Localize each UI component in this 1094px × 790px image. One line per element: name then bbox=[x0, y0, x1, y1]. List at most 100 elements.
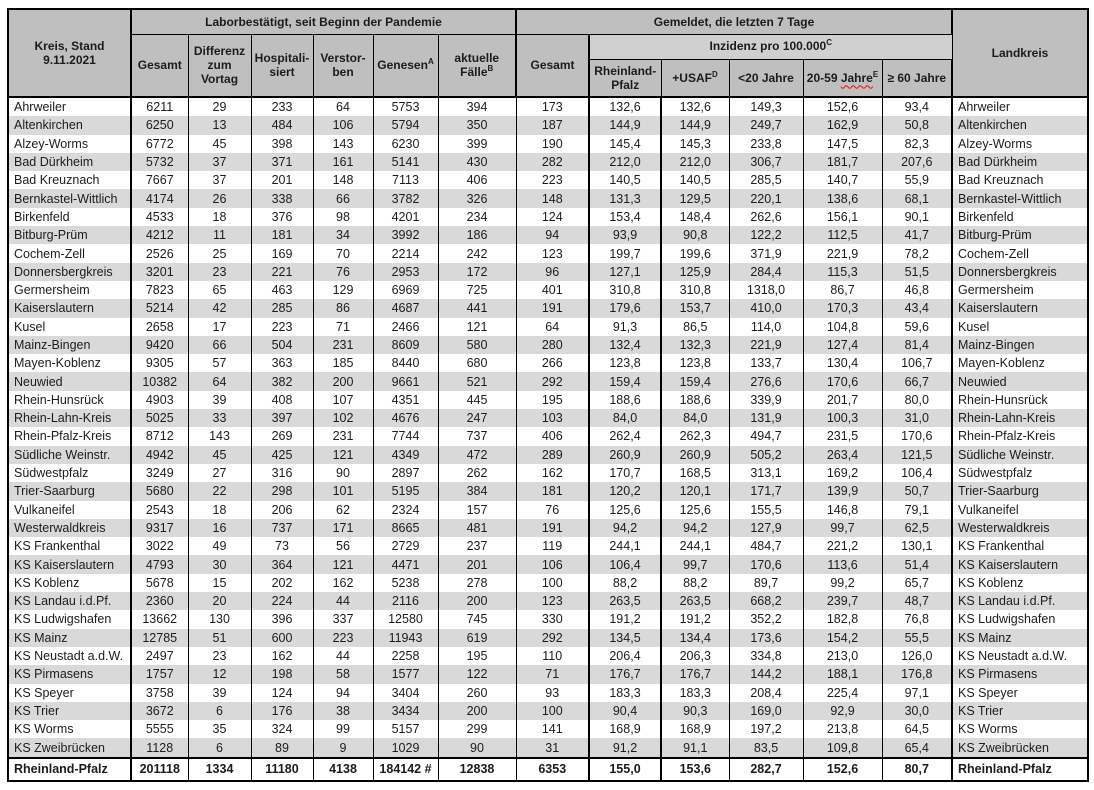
value-cell: 99,7 bbox=[802, 518, 883, 538]
value-cell: 94,2 bbox=[588, 518, 662, 538]
value-cell: 155,0 bbox=[588, 757, 662, 781]
value-cell: 107 bbox=[312, 390, 374, 410]
value-cell: 76,8 bbox=[881, 610, 953, 629]
landkreis-cell: KS Pirmasens bbox=[951, 665, 1089, 684]
value-cell: 4471 bbox=[372, 555, 439, 574]
value-cell: 129 bbox=[312, 280, 374, 300]
value-cell: 90 bbox=[312, 463, 374, 483]
value-cell: 84,0 bbox=[660, 409, 730, 428]
value-cell: 139,9 bbox=[802, 482, 883, 501]
landkreis-cell: KS Mainz bbox=[951, 628, 1089, 647]
value-cell: 5195 bbox=[372, 482, 439, 501]
value-cell: 5794 bbox=[372, 116, 439, 135]
value-cell: 44 bbox=[312, 592, 374, 611]
value-cell: 8440 bbox=[372, 354, 439, 373]
value-cell: 176,7 bbox=[588, 665, 662, 684]
kreis-cell: KS Trier bbox=[7, 701, 132, 721]
value-cell: 159,4 bbox=[588, 372, 662, 391]
kreis-stand-line2: 9.11.2021 bbox=[43, 53, 96, 67]
value-cell: 394 bbox=[437, 97, 517, 117]
value-cell: 11180 bbox=[250, 757, 314, 781]
value-cell: 445 bbox=[437, 390, 517, 410]
value-cell: 94 bbox=[312, 683, 374, 702]
value-cell: 260,9 bbox=[660, 445, 730, 464]
value-cell: 725 bbox=[437, 280, 517, 300]
value-cell: 179,6 bbox=[588, 299, 662, 318]
landkreis-cell: Westerwaldkreis bbox=[951, 518, 1089, 538]
col-header-gesamt-7days: Gesamt bbox=[515, 33, 590, 98]
value-cell: 131,3 bbox=[588, 189, 662, 208]
value-cell: 186 bbox=[437, 226, 517, 245]
value-cell: 233 bbox=[250, 97, 314, 117]
value-cell: 101 bbox=[312, 482, 374, 501]
value-cell: 8665 bbox=[372, 518, 439, 538]
value-cell: 91,2 bbox=[588, 738, 662, 758]
value-cell: 99,2 bbox=[802, 573, 883, 593]
value-cell: 292 bbox=[515, 628, 590, 647]
value-cell: 410,0 bbox=[728, 299, 804, 318]
value-cell: 263,4 bbox=[802, 445, 883, 464]
value-cell: 269 bbox=[250, 427, 314, 446]
value-cell: 406 bbox=[515, 427, 590, 446]
table-row: KS Kaiserslautern 4793 30 364 121 4471 201 106 1… bbox=[7, 555, 1089, 574]
landkreis-cell: Ahrweiler bbox=[951, 97, 1089, 117]
value-cell: 140,5 bbox=[588, 171, 662, 190]
value-cell: 201 bbox=[250, 171, 314, 190]
kreis-cell: Donnersbergkreis bbox=[7, 262, 132, 281]
value-cell: 35 bbox=[187, 720, 252, 739]
value-cell: 169 bbox=[250, 244, 314, 263]
value-cell: 127,4 bbox=[802, 335, 883, 355]
value-cell: 120,2 bbox=[588, 482, 662, 501]
kreis-cell: KS Landau i.d.Pf. bbox=[7, 592, 132, 611]
col-header-verstorben: Verstor-ben bbox=[312, 33, 374, 98]
table-row: KS Ludwigshafen 13662 130 396 337 12580 745 330… bbox=[7, 610, 1089, 629]
value-cell: 234 bbox=[437, 207, 517, 227]
kreis-cell: KS Zweibrücken bbox=[7, 738, 132, 758]
value-cell: 199,7 bbox=[588, 244, 662, 263]
footnote-mark-a: A bbox=[427, 57, 434, 67]
value-cell: 173 bbox=[515, 97, 590, 117]
value-cell: 187 bbox=[515, 116, 590, 135]
value-cell: 64 bbox=[312, 97, 374, 117]
value-cell: 121 bbox=[437, 317, 517, 336]
value-cell: 13662 bbox=[130, 610, 189, 629]
value-cell: 260,9 bbox=[588, 445, 662, 464]
value-cell: 22 bbox=[187, 482, 252, 501]
value-cell: 282,7 bbox=[728, 757, 804, 781]
value-cell: 4174 bbox=[130, 189, 189, 208]
table-row: Rhein-Lahn-Kreis 5025 33 397 102 4676 247 103 84… bbox=[7, 409, 1089, 428]
value-cell: 384 bbox=[437, 482, 517, 501]
incidence-group-header: Inzidenz pro 100.000C bbox=[588, 33, 953, 60]
value-cell: 191,2 bbox=[588, 610, 662, 629]
value-cell: 5238 bbox=[372, 573, 439, 593]
value-cell: 181 bbox=[515, 482, 590, 501]
kreis-cell: Mainz-Bingen bbox=[7, 335, 132, 355]
value-cell: 169,0 bbox=[728, 701, 804, 721]
value-cell: 113,6 bbox=[802, 555, 883, 574]
value-cell: 88,2 bbox=[660, 573, 730, 593]
table-row: Rhein-Pfalz-Kreis 8712 143 269 231 7744 737 406… bbox=[7, 427, 1089, 446]
value-cell: 310,8 bbox=[660, 280, 730, 300]
value-cell: 188,6 bbox=[660, 390, 730, 410]
kreis-cell: Westerwaldkreis bbox=[7, 518, 132, 538]
table-row: Mainz-Bingen 9420 66 504 231 8609 580 280 132,4 1… bbox=[7, 335, 1089, 355]
value-cell: 285 bbox=[250, 299, 314, 318]
value-cell: 225,4 bbox=[802, 683, 883, 702]
value-cell: 123,8 bbox=[588, 354, 662, 373]
value-cell: 494,7 bbox=[728, 427, 804, 446]
value-cell: 213,0 bbox=[802, 646, 883, 666]
value-cell: 262,3 bbox=[660, 427, 730, 446]
kreis-cell: Altenkirchen bbox=[7, 116, 132, 135]
kreis-cell: Rhein-Lahn-Kreis bbox=[7, 409, 132, 428]
value-cell: 57 bbox=[187, 354, 252, 373]
value-cell: 106,7 bbox=[881, 354, 953, 373]
value-cell: 299 bbox=[437, 720, 517, 739]
value-cell: 169,2 bbox=[802, 463, 883, 483]
value-cell: 86,5 bbox=[660, 317, 730, 336]
kreis-cell: Kusel bbox=[7, 317, 132, 336]
value-cell: 396 bbox=[250, 610, 314, 629]
table-row: Alzey-Worms 6772 45 398 143 6230 399 190 145,4 14… bbox=[7, 134, 1089, 153]
value-cell: 191,2 bbox=[660, 610, 730, 629]
spellcheck-underline: Jahre bbox=[840, 70, 873, 85]
value-cell: 7744 bbox=[372, 427, 439, 446]
